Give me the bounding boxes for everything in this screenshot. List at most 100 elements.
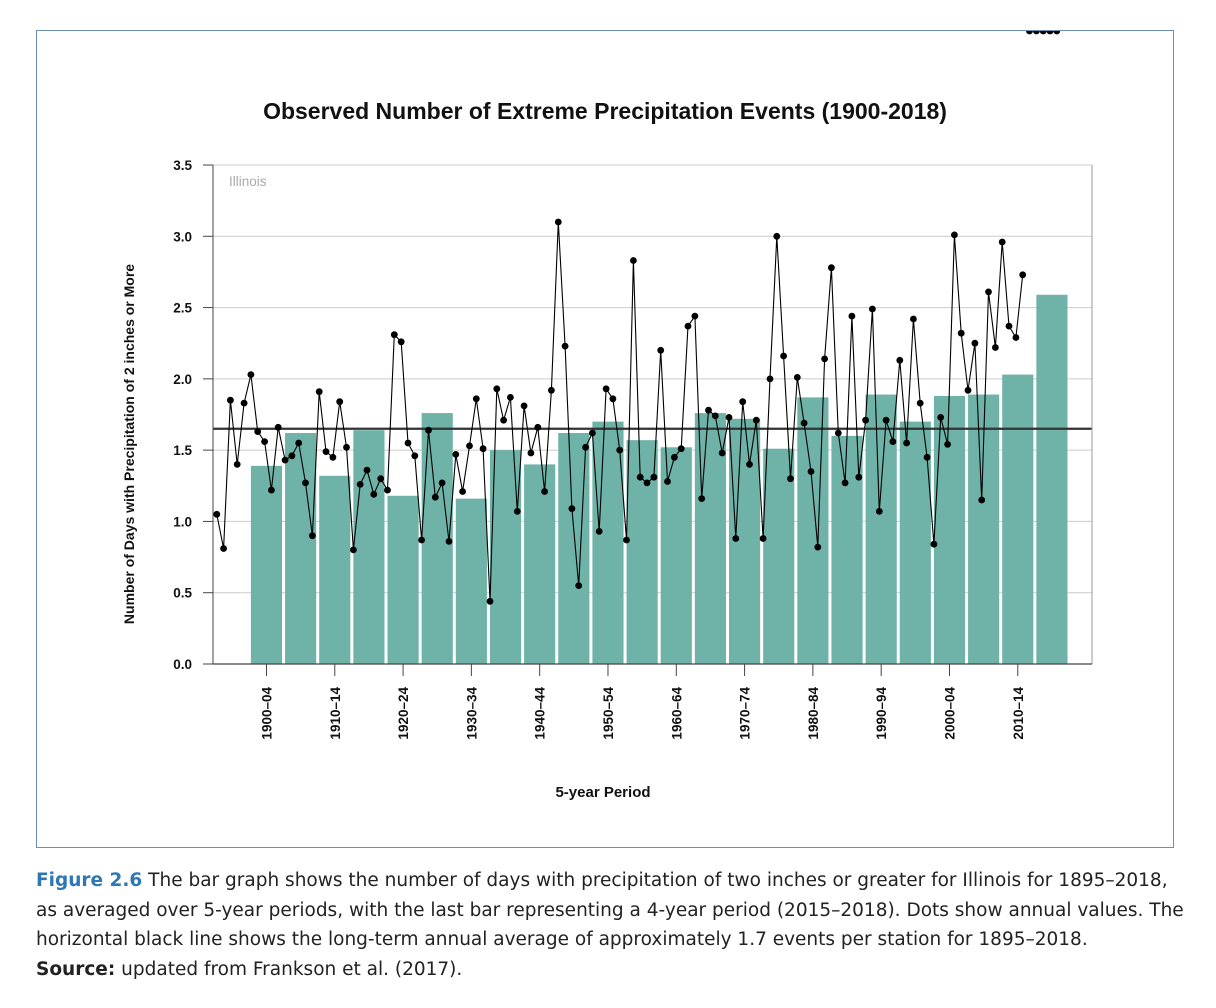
bar-1935–39 (489, 450, 522, 664)
y-tick-label: 0.0 (173, 657, 192, 672)
annual-point-1928 (438, 479, 446, 487)
annual-point-1924 (411, 452, 419, 460)
x-tick-label: 1930–34 (464, 687, 479, 740)
annual-point-1953 (609, 395, 617, 403)
annual-point-1916 (356, 481, 364, 488)
y-tick-label: 2.0 (173, 372, 192, 387)
annual-point-1957 (636, 473, 644, 481)
annual-point-1999 (923, 453, 931, 461)
annual-point-1996 (903, 439, 910, 447)
bar-1915–19 (353, 430, 385, 664)
annual-point-1954 (616, 446, 624, 454)
annual-point-1895 (213, 510, 221, 518)
panel-label-illinois: Illinois (229, 174, 267, 189)
annual-point-1975 (759, 535, 767, 542)
bar-1910–14 (319, 475, 351, 664)
annual-point-2009 (992, 344, 999, 351)
annual-point-1899 (240, 399, 248, 407)
annual-point-1989 (855, 473, 863, 481)
annual-point-1949 (582, 443, 589, 451)
x-tick-label: 1910–14 (328, 687, 343, 740)
annual-point-1933 (472, 395, 480, 403)
caption-text: The bar graph shows the number of days w… (36, 870, 1184, 950)
annual-series (213, 31, 1061, 605)
annual-point-1919 (377, 475, 385, 483)
annual-point-1970 (725, 414, 733, 421)
x-tick-label: 1990–94 (874, 687, 889, 740)
annual-point-1961 (664, 478, 671, 485)
bar-2000–04 (933, 395, 966, 664)
annual-point-1969 (718, 449, 726, 457)
annual-point-1935 (486, 597, 494, 605)
bar-1970–74 (729, 418, 761, 664)
x-axis-label: 5-year Period (555, 784, 650, 801)
x-tick-label: 1950–54 (601, 687, 616, 740)
annual-point-2011 (1005, 322, 1013, 330)
bar-1990–94 (865, 394, 897, 664)
annual-point-1944 (548, 386, 555, 394)
annual-point-1921 (390, 331, 398, 339)
figure-frame: Observed Number of Extreme Precipitation… (36, 30, 1174, 848)
annual-point-1986 (834, 429, 842, 437)
y-tick-label: 0.5 (173, 586, 192, 601)
x-tick-label: 1920–24 (396, 687, 411, 740)
annual-point-2013 (1019, 271, 1027, 279)
annual-point-1951 (595, 528, 603, 535)
annual-point-1936 (493, 385, 501, 393)
annual-point-1976 (766, 375, 774, 383)
annual-point-1968 (711, 412, 719, 420)
x-tick-label: 2000–04 (942, 687, 957, 740)
annual-point-2015 (1033, 31, 1040, 35)
annual-point-1931 (459, 488, 466, 495)
annual-point-2014 (1026, 31, 1033, 35)
annual-point-1966 (698, 495, 706, 502)
annual-point-1930 (452, 451, 460, 458)
x-tick-label: 1960–64 (669, 687, 684, 740)
annual-point-1905 (281, 456, 289, 464)
annual-point-1978 (780, 352, 787, 360)
annual-point-1938 (507, 394, 514, 401)
figure-label: Figure 2.6 (36, 870, 143, 891)
annual-point-1914 (343, 443, 350, 451)
annual-point-1947 (568, 505, 576, 512)
annual-point-1948 (575, 582, 583, 589)
annual-point-1922 (397, 338, 405, 346)
annual-point-1909 (309, 532, 316, 540)
annual-point-1925 (418, 536, 425, 544)
annual-point-1965 (691, 312, 699, 320)
figure-caption: Figure 2.6 The bar graph shows the numbe… (36, 866, 1186, 984)
annual-point-2016 (1039, 31, 1047, 35)
annual-point-1900 (247, 371, 255, 378)
annual-point-1959 (650, 473, 658, 481)
bar-1920–24 (387, 495, 419, 664)
annual-point-1929 (445, 538, 453, 545)
annual-point-1993 (882, 416, 890, 424)
annual-point-1932 (466, 442, 473, 450)
annual-point-1984 (821, 355, 828, 363)
annual-point-2006 (971, 339, 979, 347)
annual-point-1987 (841, 479, 849, 487)
annual-point-1955 (623, 536, 630, 544)
bar-1905–09 (285, 433, 317, 664)
annual-point-1967 (705, 406, 712, 414)
bar-1995–99 (899, 421, 931, 664)
annual-point-1937 (500, 416, 507, 424)
bar-1975–79 (763, 448, 795, 664)
annual-point-1997 (910, 315, 917, 323)
annual-point-1962 (671, 453, 678, 461)
annual-point-1907 (295, 439, 303, 447)
bar-2015–18 (1036, 294, 1068, 664)
annual-point-1980 (793, 374, 801, 381)
annual-point-2005 (964, 386, 972, 394)
annual-point-1934 (479, 445, 487, 453)
annual-point-1941 (527, 449, 535, 457)
annual-point-1998 (916, 399, 924, 407)
annual-point-1917 (363, 466, 371, 474)
annual-point-1992 (875, 508, 883, 515)
y-tick-label: 3.5 (173, 158, 192, 173)
annual-point-1915 (350, 546, 357, 554)
annual-point-1927 (431, 493, 439, 501)
annual-point-1981 (800, 419, 808, 427)
annual-point-2004 (957, 329, 965, 337)
annual-point-1923 (404, 439, 412, 447)
